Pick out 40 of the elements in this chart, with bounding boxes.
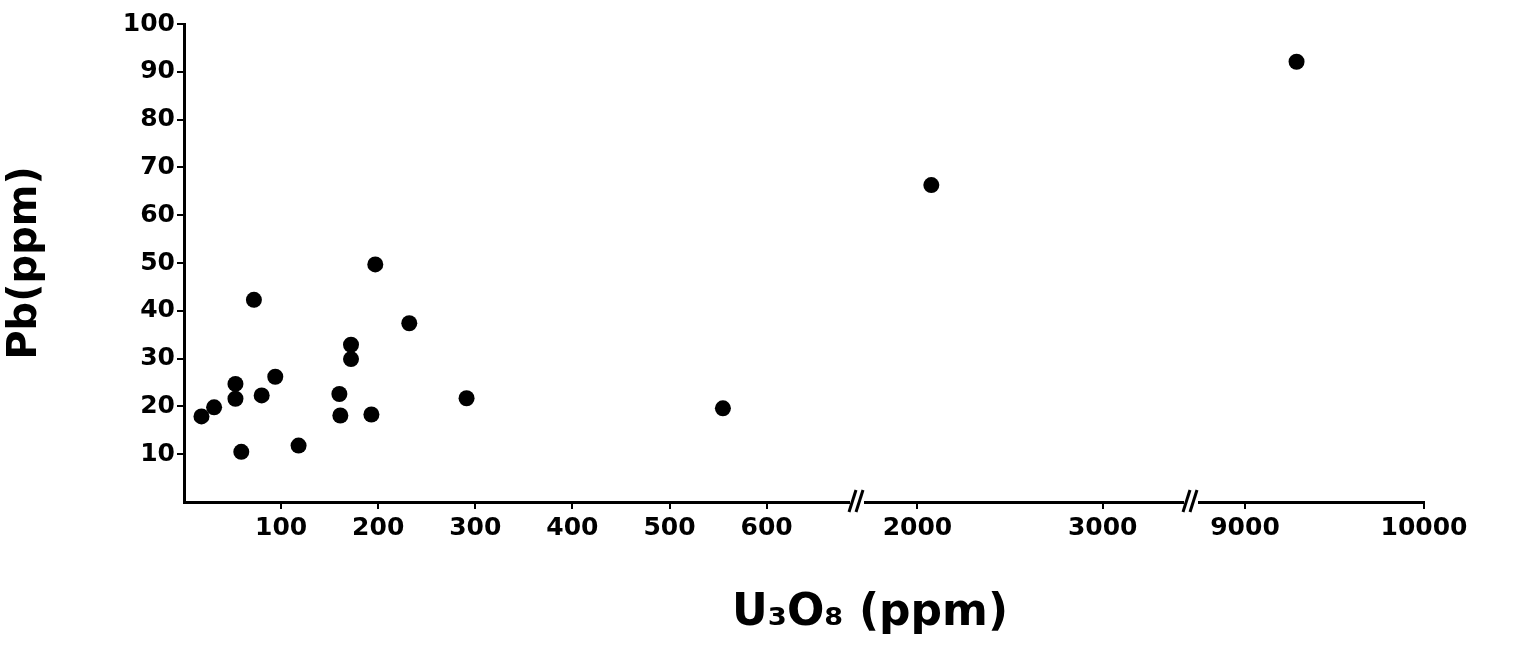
- point: [290, 437, 307, 454]
- x-tick-label: 200: [352, 511, 405, 541]
- x-tick-label: 10000: [1380, 511, 1468, 541]
- point: [253, 387, 270, 404]
- point: [267, 368, 284, 385]
- point: [331, 385, 348, 402]
- point: [193, 408, 210, 425]
- point: [206, 399, 223, 416]
- x-tick-label: 3000: [1067, 511, 1138, 541]
- y-tick-label: 50: [140, 246, 175, 276]
- point: [714, 400, 731, 417]
- y-tick-label: 40: [140, 294, 175, 324]
- y-axis-title: Pb(ppm): [0, 166, 46, 360]
- y-tick-label: 80: [140, 103, 175, 133]
- x-tick-label: 400: [546, 511, 599, 541]
- x-tick-label: 300: [449, 511, 502, 541]
- point: [227, 390, 244, 407]
- point: [458, 390, 475, 407]
- x-tick-label: 500: [643, 511, 696, 541]
- x-tick-label: 2000: [882, 511, 953, 541]
- point: [343, 351, 360, 368]
- point: [367, 256, 384, 273]
- y-tick-label: 90: [140, 55, 175, 85]
- point: [227, 375, 244, 392]
- point: [233, 443, 250, 460]
- y-tick-label: 60: [140, 198, 175, 228]
- point: [332, 407, 349, 424]
- y-tick-label: 20: [140, 389, 175, 419]
- y-tick-label: 30: [140, 342, 175, 372]
- point: [343, 336, 360, 353]
- point: [363, 406, 380, 423]
- y-tick-label: 10: [140, 437, 175, 467]
- x-tick-label: 9000: [1210, 511, 1280, 541]
- point: [245, 291, 262, 308]
- x-axis-title: U₃O₈ (ppm): [730, 584, 1010, 637]
- x-tick-label: 100: [255, 511, 308, 541]
- y-tick-label: 70: [140, 150, 175, 180]
- x-tick-label: 600: [740, 511, 793, 541]
- point: [401, 315, 418, 332]
- y-tick-label: 100: [122, 7, 175, 37]
